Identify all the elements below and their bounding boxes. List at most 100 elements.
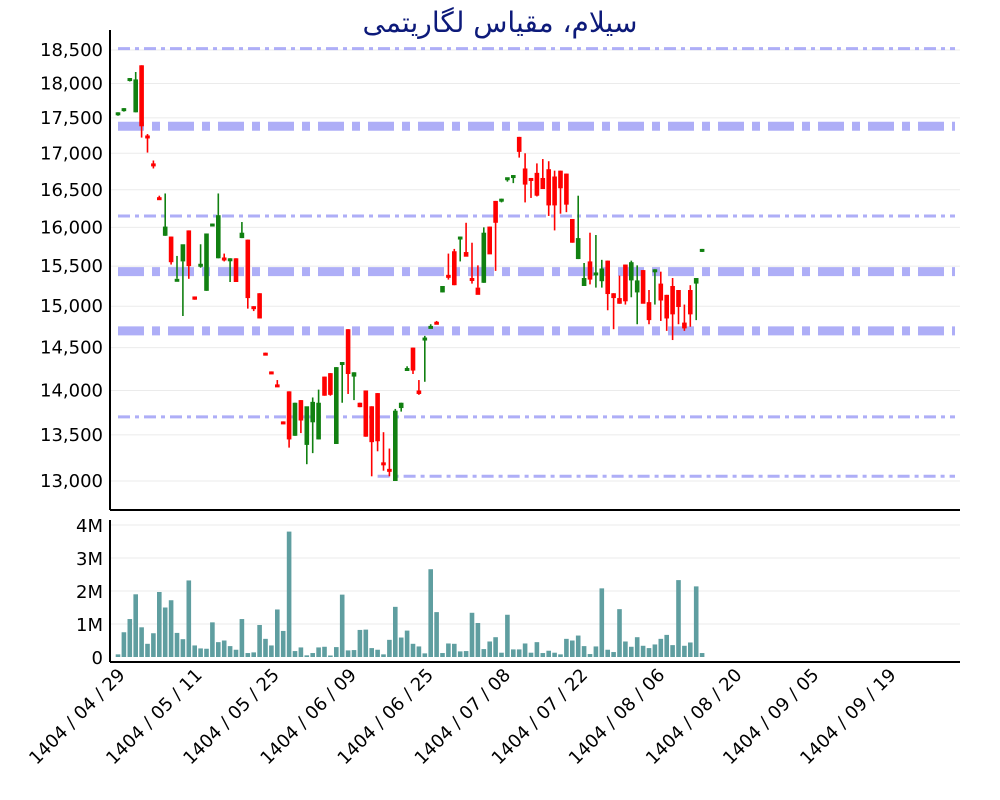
- volume-bar: [192, 645, 197, 657]
- volume-bar: [640, 645, 646, 657]
- volume-bar: [251, 652, 256, 657]
- candle-up: [310, 401, 315, 423]
- volume-bar: [599, 588, 605, 657]
- volume-bar: [522, 643, 528, 657]
- candle-down: [623, 264, 628, 302]
- candle-down: [410, 347, 416, 371]
- volume-bar: [452, 643, 457, 657]
- candle-down: [587, 261, 593, 280]
- candle-up: [351, 372, 357, 377]
- candle-down: [139, 65, 144, 127]
- candle-up: [581, 278, 587, 286]
- candle-down: [280, 421, 286, 425]
- volume-bar: [322, 646, 327, 657]
- price-tick-label: 17,500: [40, 108, 103, 129]
- candle-down: [192, 296, 197, 300]
- candle-up: [593, 272, 599, 276]
- candle-down: [286, 391, 292, 440]
- volume-bar: [162, 607, 168, 657]
- candle-up: [440, 285, 445, 293]
- volume-bar: [245, 653, 251, 657]
- candle-down: [446, 274, 451, 278]
- candle-up: [304, 406, 310, 445]
- volume-bar: [139, 627, 144, 657]
- candle-down: [245, 239, 251, 299]
- volume-bar: [387, 639, 392, 657]
- candle-up: [339, 362, 345, 366]
- candle-up: [652, 269, 658, 273]
- candle-up: [198, 263, 203, 267]
- candle-down: [322, 376, 327, 396]
- price-tick-label: 16,500: [40, 180, 103, 201]
- volume-bar: [516, 649, 522, 657]
- candle-up: [511, 175, 516, 179]
- candle-down: [434, 321, 439, 325]
- candle-down: [345, 329, 351, 375]
- volume-bar: [587, 654, 593, 657]
- volume-bar: [286, 531, 292, 657]
- candle-up: [227, 258, 233, 262]
- volume-bar: [505, 614, 510, 657]
- volume-bar: [292, 651, 298, 657]
- candle-up: [575, 238, 581, 260]
- candle-up: [634, 280, 640, 293]
- volume-bar: [198, 648, 203, 657]
- volume-bar: [593, 646, 599, 657]
- volume-bar: [475, 623, 481, 657]
- volume-bar: [410, 643, 416, 657]
- candle-up: [204, 233, 209, 291]
- volume-bar: [334, 647, 339, 657]
- volume-bar: [575, 635, 581, 657]
- candle-up: [210, 223, 215, 227]
- volume-bar: [493, 637, 498, 657]
- price-tick-label: 18,500: [40, 40, 103, 61]
- candle-down: [298, 400, 304, 421]
- volume-bar: [440, 653, 445, 657]
- candle-down: [263, 352, 268, 356]
- candle-down: [257, 293, 262, 319]
- candle-down: [416, 390, 422, 394]
- candle-down: [688, 290, 693, 315]
- candle-down: [251, 306, 256, 310]
- volume-bar: [304, 655, 310, 657]
- candle-down: [611, 293, 616, 299]
- volume-bar: [339, 594, 345, 657]
- volume-tick-label: 1M: [76, 615, 103, 636]
- volume-bar: [646, 648, 652, 657]
- volume-bar: [221, 640, 227, 657]
- candle-down: [646, 302, 652, 321]
- candle-up: [499, 198, 504, 202]
- volume-bar: [629, 646, 634, 657]
- volume-bar: [328, 655, 333, 657]
- volume-bar: [463, 651, 469, 657]
- candle-up: [162, 226, 168, 236]
- candle-down: [522, 168, 528, 185]
- candle-down: [151, 163, 156, 167]
- volume-bar: [558, 654, 563, 657]
- candle-down: [363, 390, 369, 437]
- candle-down: [186, 230, 192, 267]
- candle-down: [682, 322, 687, 329]
- candle-down: [145, 135, 150, 139]
- volume-bar: [487, 641, 492, 657]
- candle-up: [393, 410, 398, 481]
- volume-bar: [457, 651, 463, 657]
- volume-bar: [345, 650, 351, 657]
- volume-bar: [275, 609, 280, 657]
- candle-down: [676, 290, 681, 308]
- candle-down: [168, 236, 174, 263]
- candle-down: [157, 197, 162, 201]
- volume-bar: [357, 629, 363, 657]
- volume-bar: [216, 642, 221, 657]
- volume-bar: [499, 652, 504, 657]
- candle-down: [475, 287, 481, 295]
- volume-bar: [546, 650, 551, 657]
- volume-bar: [269, 645, 274, 657]
- volume-bar: [428, 569, 433, 657]
- volume-bar: [446, 643, 451, 657]
- candle-up: [629, 262, 634, 281]
- candle-down: [463, 252, 469, 257]
- candle-up: [174, 278, 180, 282]
- volume-bar: [676, 580, 681, 657]
